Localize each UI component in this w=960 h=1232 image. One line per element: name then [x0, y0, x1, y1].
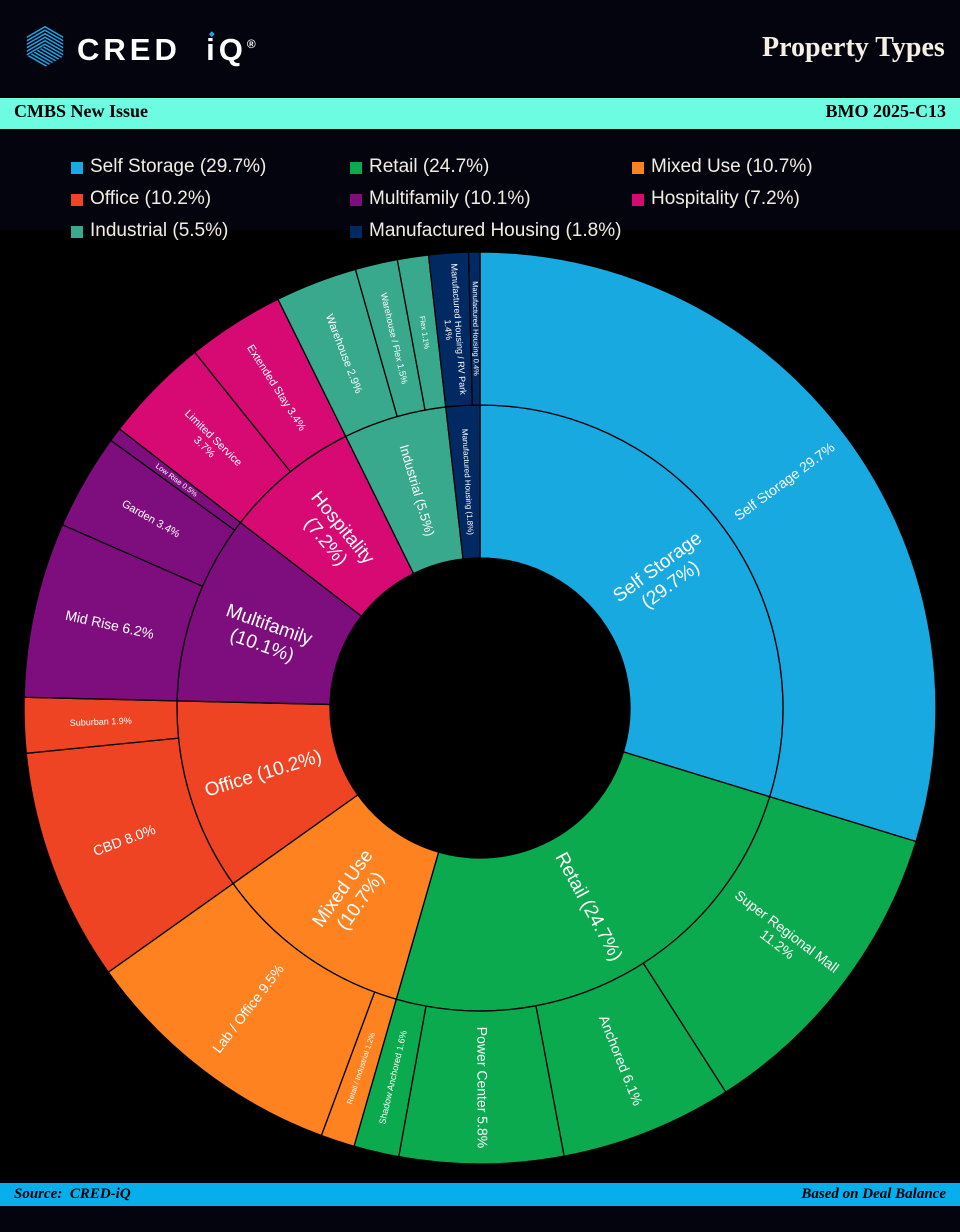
- svg-text:Manufactured Housing 0.4%: Manufactured Housing 0.4%: [471, 281, 481, 376]
- svg-text:Power Center 5.8%: Power Center 5.8%: [474, 1027, 490, 1148]
